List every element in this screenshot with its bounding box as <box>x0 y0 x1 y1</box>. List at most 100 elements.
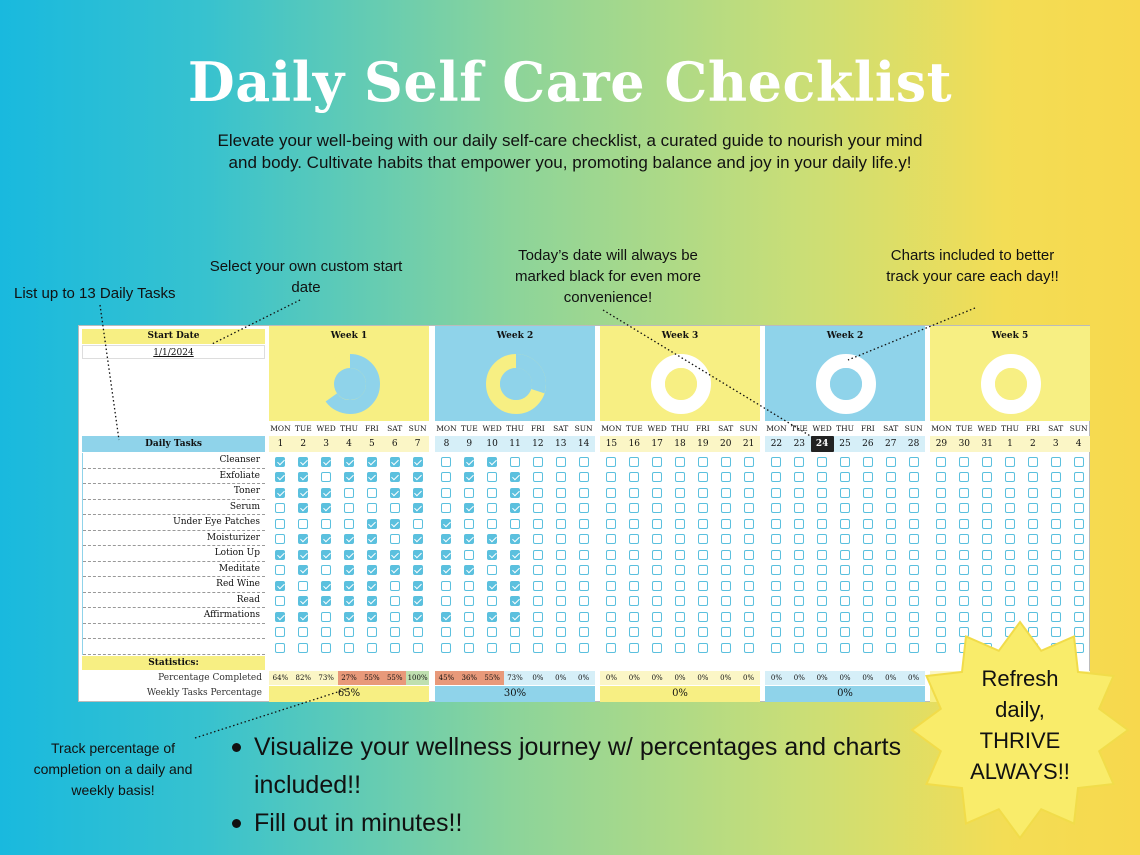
checkbox[interactable] <box>578 487 589 498</box>
checkbox-checked[interactable] <box>441 518 452 529</box>
checkbox[interactable] <box>936 565 947 576</box>
checkbox[interactable] <box>366 642 377 653</box>
task-label[interactable]: Lotion Up <box>83 546 265 562</box>
checkbox[interactable] <box>555 534 566 545</box>
checkbox[interactable] <box>532 580 543 591</box>
checkbox[interactable] <box>840 487 850 498</box>
checkbox[interactable] <box>389 534 400 545</box>
checkbox[interactable] <box>908 580 919 591</box>
checkbox[interactable] <box>720 565 731 576</box>
checkbox[interactable] <box>840 580 850 591</box>
checkbox[interactable] <box>743 627 754 638</box>
checkbox[interactable] <box>555 472 566 483</box>
checkbox[interactable] <box>1073 611 1084 622</box>
checkbox-checked[interactable] <box>366 534 377 545</box>
checkbox[interactable] <box>606 534 617 545</box>
checkbox[interactable] <box>817 487 828 498</box>
checkbox[interactable] <box>908 487 919 498</box>
checkbox[interactable] <box>959 565 970 576</box>
checkbox[interactable] <box>936 580 947 591</box>
checkbox[interactable] <box>794 580 805 591</box>
checkbox-checked[interactable] <box>366 472 377 483</box>
checkbox[interactable] <box>720 627 731 638</box>
checkbox[interactable] <box>606 642 617 653</box>
checkbox[interactable] <box>862 565 873 576</box>
checkbox[interactable] <box>606 472 617 483</box>
checkbox[interactable] <box>908 503 919 514</box>
checkbox[interactable] <box>532 627 543 638</box>
checkbox-checked[interactable] <box>441 611 452 622</box>
start-date-input[interactable]: 1/1/2024 <box>82 345 265 359</box>
checkbox[interactable] <box>606 549 617 560</box>
checkbox[interactable] <box>675 503 685 514</box>
checkbox[interactable] <box>936 456 947 467</box>
checkbox[interactable] <box>578 472 589 483</box>
checkbox[interactable] <box>464 549 475 560</box>
checkbox[interactable] <box>936 627 947 638</box>
checkbox[interactable] <box>862 456 873 467</box>
task-label[interactable]: Affirmations <box>83 608 265 624</box>
checkbox[interactable] <box>1073 487 1084 498</box>
checkbox[interactable] <box>532 611 543 622</box>
checkbox[interactable] <box>366 487 377 498</box>
checkbox-checked[interactable] <box>321 580 332 591</box>
checkbox[interactable] <box>743 456 754 467</box>
checkbox[interactable] <box>532 487 543 498</box>
checkbox[interactable] <box>908 518 919 529</box>
checkbox[interactable] <box>1027 565 1038 576</box>
checkbox[interactable] <box>720 487 731 498</box>
checkbox[interactable] <box>817 518 828 529</box>
checkbox[interactable] <box>794 642 805 653</box>
checkbox[interactable] <box>555 642 566 653</box>
checkbox[interactable] <box>532 472 543 483</box>
task-label[interactable]: Serum <box>83 500 265 515</box>
checkbox[interactable] <box>441 580 452 591</box>
checkbox[interactable] <box>1073 627 1084 638</box>
checkbox[interactable] <box>555 549 566 560</box>
checkbox[interactable] <box>487 596 498 607</box>
checkbox-checked[interactable] <box>441 565 452 576</box>
checkbox[interactable] <box>743 642 754 653</box>
checkbox[interactable] <box>1050 611 1061 622</box>
checkbox[interactable] <box>578 580 589 591</box>
checkbox[interactable] <box>817 456 828 467</box>
checkbox[interactable] <box>697 596 708 607</box>
checkbox[interactable] <box>1027 580 1038 591</box>
checkbox[interactable] <box>298 627 309 638</box>
checkbox-checked[interactable] <box>412 487 423 498</box>
checkbox[interactable] <box>441 503 452 514</box>
checkbox[interactable] <box>840 642 850 653</box>
checkbox[interactable] <box>771 611 782 622</box>
checkbox[interactable] <box>275 642 286 653</box>
checkbox[interactable] <box>487 472 498 483</box>
checkbox[interactable] <box>720 611 731 622</box>
checkbox[interactable] <box>1005 503 1015 514</box>
checkbox[interactable] <box>344 487 354 498</box>
checkbox-checked[interactable] <box>344 611 354 622</box>
checkbox-checked[interactable] <box>298 456 309 467</box>
checkbox[interactable] <box>720 456 731 467</box>
checkbox[interactable] <box>771 565 782 576</box>
checkbox[interactable] <box>743 503 754 514</box>
checkbox[interactable] <box>487 487 498 498</box>
checkbox[interactable] <box>555 487 566 498</box>
checkbox[interactable] <box>817 549 828 560</box>
checkbox[interactable] <box>321 642 332 653</box>
checkbox[interactable] <box>771 549 782 560</box>
checkbox[interactable] <box>982 456 993 467</box>
checkbox-checked[interactable] <box>441 549 452 560</box>
checkbox[interactable] <box>532 596 543 607</box>
checkbox[interactable] <box>771 642 782 653</box>
checkbox[interactable] <box>675 472 685 483</box>
checkbox[interactable] <box>487 503 498 514</box>
checkbox[interactable] <box>578 611 589 622</box>
checkbox[interactable] <box>275 596 286 607</box>
checkbox[interactable] <box>936 611 947 622</box>
checkbox[interactable] <box>771 472 782 483</box>
checkbox-checked[interactable] <box>412 549 423 560</box>
checkbox[interactable] <box>840 596 850 607</box>
checkbox[interactable] <box>1005 565 1015 576</box>
checkbox[interactable] <box>578 642 589 653</box>
checkbox[interactable] <box>885 472 896 483</box>
checkbox-checked[interactable] <box>464 565 475 576</box>
